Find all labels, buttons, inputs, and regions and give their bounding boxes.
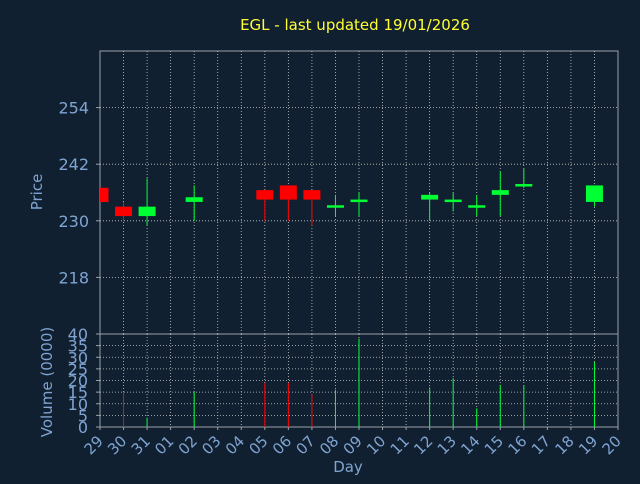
price-tick-label: 254 (58, 99, 89, 118)
volume-tick-label: 35 (68, 337, 88, 356)
volume-tick-label: 5 (78, 406, 88, 425)
x-axis-label: Day (333, 458, 363, 476)
price-panel: 218 230 242 254 (58, 50, 619, 335)
candle-body (138, 206, 156, 217)
candle-body (256, 190, 274, 200)
volume-axis-label: Volume (0000) (38, 327, 56, 437)
chart-title: EGL - last updated 19/01/2026 (240, 16, 470, 34)
candle-body (468, 205, 486, 208)
candle-body (421, 194, 439, 200)
volume-tick-label: 20 (68, 372, 88, 391)
volume-tick-label: 40 (68, 325, 88, 344)
candle-body (350, 199, 368, 203)
candle-body (303, 190, 321, 200)
price-axis-label: Price (28, 174, 46, 211)
candle-body (491, 190, 509, 195)
volume-tick-label: 30 (68, 348, 88, 367)
volume-tick-label: 10 (68, 395, 88, 414)
volume-tick-label: 25 (68, 360, 88, 379)
candle-body (326, 205, 344, 208)
candle-body (115, 206, 133, 217)
candles-group (100, 168, 603, 226)
candle-body (444, 199, 462, 203)
price-tick-label: 242 (58, 155, 89, 174)
volume-tick-label: 15 (68, 383, 88, 402)
candle-body (279, 185, 297, 200)
candle-body (585, 185, 603, 202)
price-tick-label: 230 (58, 212, 89, 231)
candle-body (185, 197, 203, 202)
candle-body (100, 187, 109, 202)
price-tick-label: 218 (58, 268, 89, 287)
candle-body (515, 184, 533, 187)
volume-tick-label: 0 (78, 418, 88, 437)
